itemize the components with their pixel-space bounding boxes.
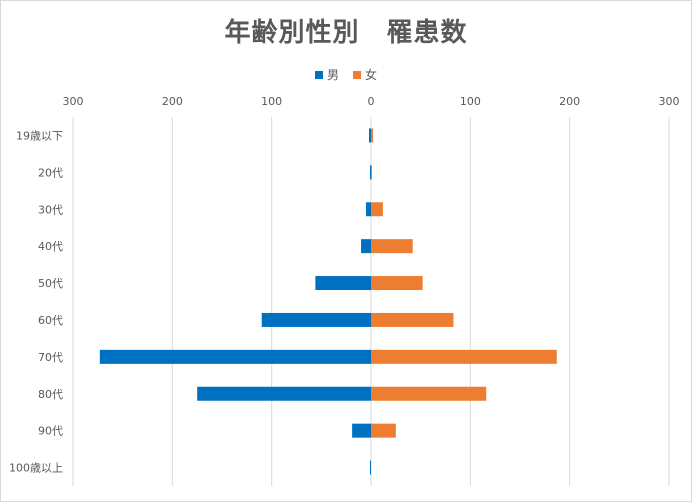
legend: 男 女 — [0, 66, 692, 83]
bar-female — [371, 202, 383, 217]
bar-female — [371, 165, 372, 180]
bar-male — [261, 312, 371, 327]
legend-item-female: 女 — [353, 66, 377, 83]
bar-male — [197, 386, 371, 401]
chart-title: 年齢別性別 罹患数 — [224, 18, 468, 48]
bar-female — [371, 239, 413, 254]
bar-female — [371, 128, 373, 143]
y-category-label: 30代 — [38, 203, 63, 216]
y-category-label: 100歳以上 — [9, 462, 63, 475]
bar-male — [369, 128, 371, 143]
x-tick-label: 300 — [63, 95, 84, 108]
legend-label-female: 女 — [365, 68, 378, 82]
bar-male — [315, 276, 371, 291]
x-tick-label: 0 — [368, 95, 375, 108]
bar-male — [99, 349, 371, 364]
bar-male — [370, 165, 372, 180]
bar-female — [371, 312, 454, 327]
x-tick-label: 100 — [460, 95, 481, 108]
bar-female — [371, 423, 396, 438]
bar-male — [352, 423, 371, 438]
y-category-label: 20代 — [38, 166, 63, 179]
x-tick-label: 200 — [559, 95, 580, 108]
y-category-label: 70代 — [38, 351, 63, 364]
y-category-label: 19歳以下 — [16, 129, 63, 142]
legend-swatch-male — [314, 70, 323, 79]
bar-male — [370, 460, 372, 475]
y-category-label: 40代 — [38, 240, 63, 253]
y-category-label: 90代 — [38, 425, 63, 438]
bar-male — [366, 202, 371, 217]
bar-female — [371, 349, 557, 364]
legend-label-male: 男 — [326, 68, 339, 82]
x-tick-label: 200 — [162, 95, 183, 108]
y-category-label: 80代 — [38, 388, 63, 401]
x-tick-label: 300 — [659, 95, 680, 108]
bar-male — [361, 239, 371, 254]
x-tick-label: 100 — [261, 95, 282, 108]
legend-swatch-female — [353, 70, 361, 79]
legend-item-male: 男 — [314, 66, 339, 83]
y-category-label: 50代 — [38, 277, 63, 290]
y-category-label: 60代 — [38, 314, 63, 327]
bar-female — [371, 386, 487, 401]
bar-female — [371, 276, 423, 291]
